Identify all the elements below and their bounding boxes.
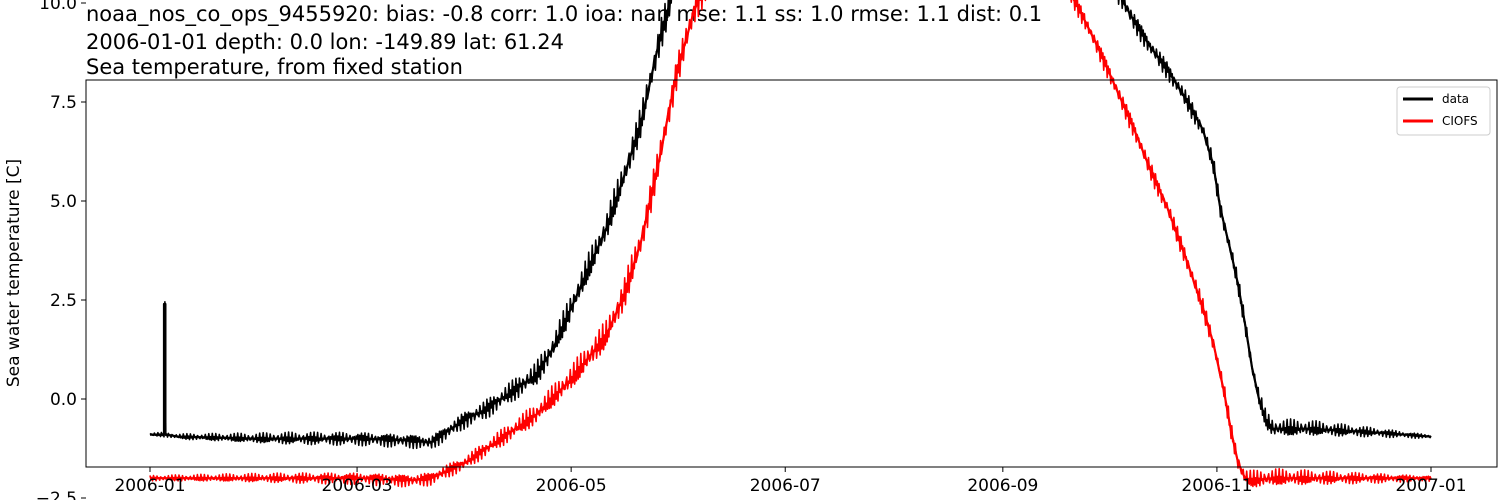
x-axis: 2006-01 2006-03 2006-05 2006-07 2006-09 2006-… — [114, 467, 1467, 496]
chart-title-line-1: noaa_nos_co_ops_9455920: bias: -0.8 corr… — [86, 2, 1043, 26]
y-tick-label: 7.5 — [50, 93, 77, 113]
x-tick-label: 2006-05 — [536, 476, 607, 496]
x-tick-label: 2006-07 — [750, 476, 821, 496]
legend-label-ciofs: CIOFS — [1442, 114, 1478, 128]
y-tick-label: 0.0 — [50, 390, 77, 410]
y-axis-title: Sea water temperature [C] — [4, 159, 24, 387]
legend-label-data: data — [1442, 92, 1469, 106]
y-axis: −2.50.02.55.07.510.012.515.0 — [36, 0, 86, 500]
x-tick-label: 2006-11 — [1181, 476, 1252, 496]
x-tick-label: 2006-09 — [967, 476, 1038, 496]
chart-title-line-2: 2006-01-01 depth: 0.0 lon: -149.89 lat: … — [86, 30, 564, 54]
y-tick-label: 2.5 — [50, 291, 77, 311]
legend: data CIOFS — [1396, 86, 1491, 136]
chart-title-line-3: Sea temperature, from fixed station — [86, 55, 463, 79]
series-line-data — [149, 0, 1432, 450]
x-tick-label: 2007-01 — [1395, 476, 1466, 496]
x-tick-label: 2006-01 — [114, 476, 185, 496]
series-trend-ciofs — [150, 0, 1431, 482]
series-line-ciofs — [149, 0, 1432, 488]
x-tick-label: 2006-03 — [322, 476, 393, 496]
y-tick-label: 5.0 — [50, 192, 77, 212]
y-tick-label: −2.5 — [36, 489, 77, 500]
y-tick-label: 10.0 — [39, 0, 77, 14]
series-trend-data — [150, 0, 1432, 444]
series-layer — [149, 0, 1432, 488]
plot-frame — [85, 79, 1498, 468]
